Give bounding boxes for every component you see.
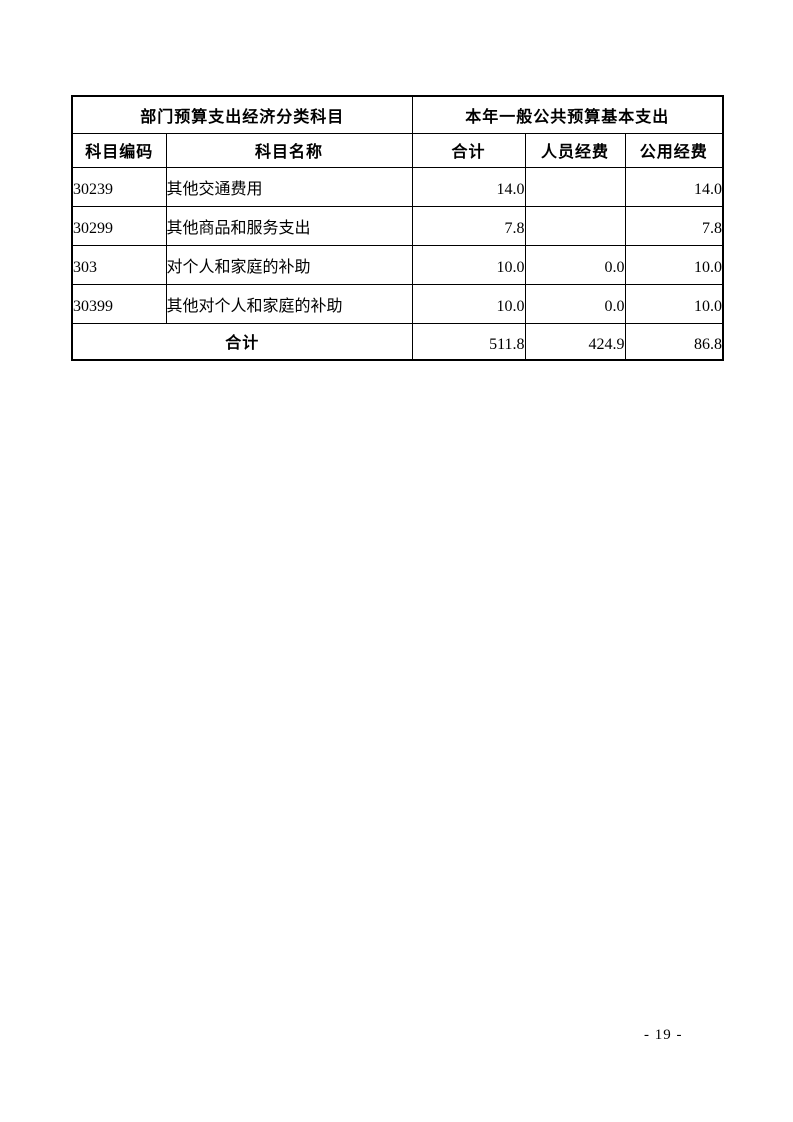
cell-subject-name: 其他对个人和家庭的补助 [165, 283, 413, 324]
cell-total: 7.8 [411, 205, 526, 246]
cell-total-label: 合计 [71, 322, 413, 361]
cell-total: 511.8 [411, 322, 526, 361]
col-header-public-funds: 公用经费 [624, 132, 724, 168]
col-header-personnel-funds: 人员经费 [524, 132, 626, 168]
cell-subject-name: 其他交通费用 [165, 166, 413, 207]
cell-personnel-funds: 0.0 [524, 244, 626, 285]
cell-public-funds: 7.8 [624, 205, 724, 246]
table-row: 303 对个人和家庭的补助 10.0 0.0 10.0 [71, 244, 724, 285]
cell-public-funds: 86.8 [624, 322, 724, 361]
cell-subject-code: 30399 [71, 283, 167, 324]
group-header-classification: 部门预算支出经济分类科目 [71, 95, 413, 134]
cell-subject-code: 30239 [71, 166, 167, 207]
table-row: 30299 其他商品和服务支出 7.8 7.8 [71, 205, 724, 246]
column-header-row: 科目编码 科目名称 合计 人员经费 公用经费 [71, 132, 724, 168]
col-header-subject-name: 科目名称 [165, 132, 413, 168]
cell-public-funds: 14.0 [624, 166, 724, 207]
cell-subject-code: 30299 [71, 205, 167, 246]
cell-personnel-funds: 424.9 [524, 322, 626, 361]
cell-subject-name: 对个人和家庭的补助 [165, 244, 413, 285]
cell-subject-name: 其他商品和服务支出 [165, 205, 413, 246]
group-header-basic-expenditure: 本年一般公共预算基本支出 [411, 95, 724, 134]
cell-public-funds: 10.0 [624, 283, 724, 324]
cell-total: 10.0 [411, 283, 526, 324]
group-header-row: 部门预算支出经济分类科目 本年一般公共预算基本支出 [71, 95, 724, 134]
col-header-subject-code: 科目编码 [71, 132, 167, 168]
table-row: 30239 其他交通费用 14.0 14.0 [71, 166, 724, 207]
cell-public-funds: 10.0 [624, 244, 724, 285]
table-row: 30399 其他对个人和家庭的补助 10.0 0.0 10.0 [71, 283, 724, 324]
col-header-total: 合计 [411, 132, 526, 168]
table-total-row: 合计 511.8 424.9 86.8 [71, 322, 724, 361]
cell-subject-code: 303 [71, 244, 167, 285]
cell-personnel-funds [524, 205, 626, 246]
cell-personnel-funds: 0.0 [524, 283, 626, 324]
page-number: - 19 - [644, 1027, 683, 1043]
cell-personnel-funds [524, 166, 626, 207]
cell-total: 10.0 [411, 244, 526, 285]
cell-total: 14.0 [411, 166, 526, 207]
budget-expenditure-table: 部门预算支出经济分类科目 本年一般公共预算基本支出 科目编码 科目名称 合计 人… [71, 95, 725, 361]
